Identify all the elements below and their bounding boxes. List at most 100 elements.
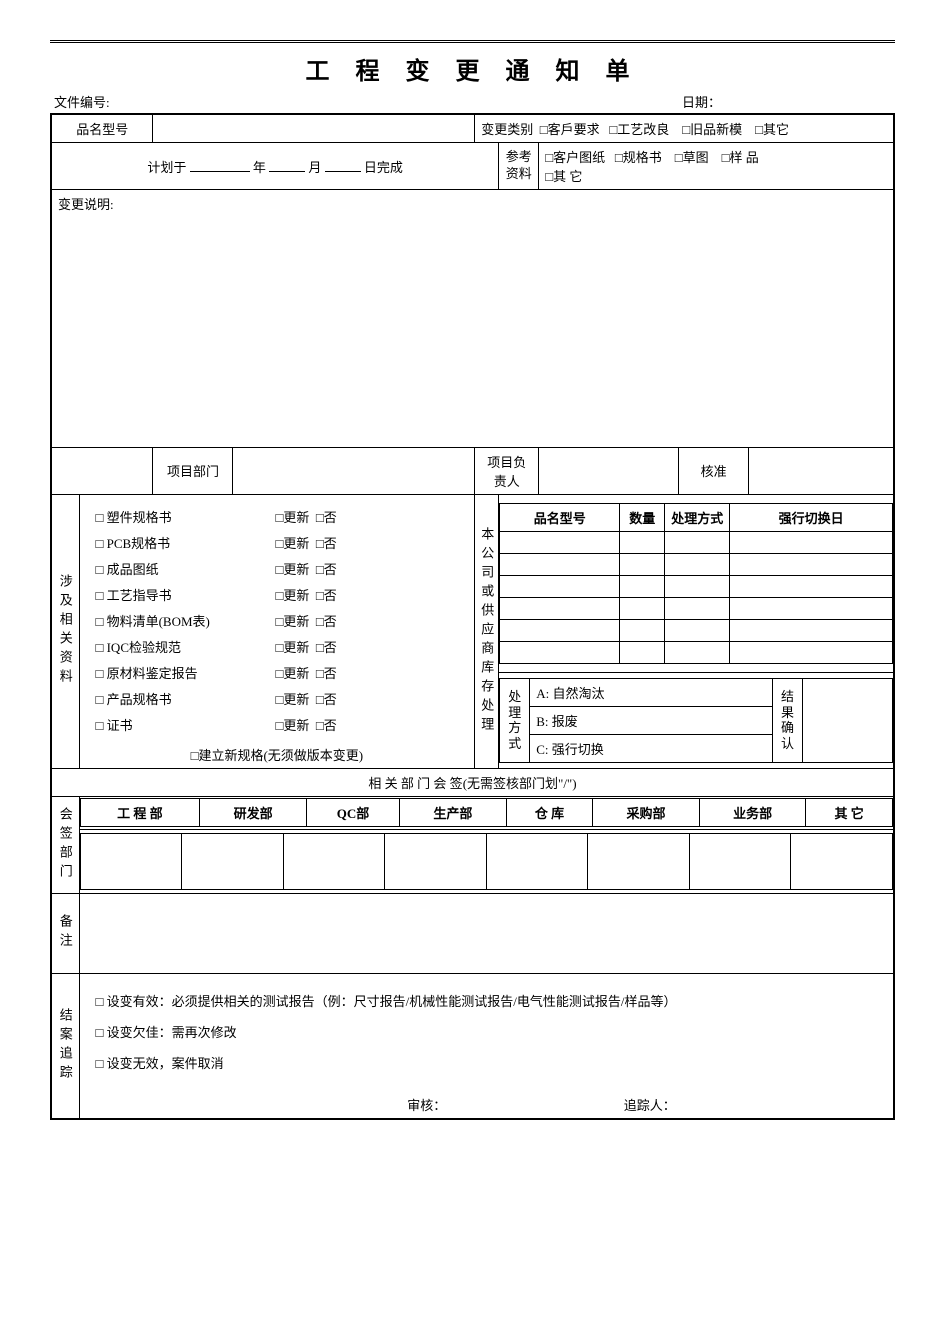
dept-hdr: 其 它	[806, 799, 893, 827]
month-input[interactable]	[269, 159, 305, 172]
page-title: 工 程 变 更 通 知 单	[50, 51, 895, 86]
desc-label: 变更说明:	[51, 190, 894, 218]
sig-blank1[interactable]	[51, 447, 153, 494]
year-input[interactable]	[190, 159, 250, 172]
opt[interactable]: □样 品	[712, 150, 759, 165]
upd-check[interactable]: □更新	[276, 609, 310, 635]
cell[interactable]	[500, 553, 620, 575]
doc-check[interactable]: □ 塑件规格书	[96, 505, 276, 531]
doc-check[interactable]: □ 原材料鉴定报告	[96, 661, 276, 687]
closure-footer: 审核： 追踪人：	[79, 1091, 894, 1119]
plan-prefix: 计划于	[147, 160, 186, 175]
dept-sign[interactable]	[791, 833, 893, 889]
stock-label: 本公司或供应商库存处理	[475, 494, 499, 768]
doc-row: □ 产品规格书□更新 □否	[96, 687, 459, 713]
doc-check[interactable]: □ 证书	[96, 713, 276, 739]
opt[interactable]: □其它	[745, 122, 789, 137]
closure-opt[interactable]: □ 设变无效，案件取消	[96, 1048, 878, 1079]
remark-label: 备注	[51, 893, 79, 973]
no-check[interactable]: □否	[316, 583, 337, 609]
dept-hdr: 工 程 部	[80, 799, 200, 827]
no-check[interactable]: □否	[316, 661, 337, 687]
dept-sign[interactable]	[588, 833, 690, 889]
method-a: A: 自然淘汰	[530, 678, 773, 706]
pm-label: 处理方式	[500, 678, 530, 762]
upd-check[interactable]: □更新	[276, 635, 310, 661]
dept-val[interactable]	[233, 447, 475, 494]
conf-val[interactable]	[803, 678, 893, 762]
dept-sign[interactable]	[80, 833, 182, 889]
no-check[interactable]: □否	[316, 609, 337, 635]
top-divider	[50, 40, 895, 43]
doc-check[interactable]: □ PCB规格书	[96, 531, 276, 557]
date-label: 日期：	[682, 92, 891, 111]
remark-body[interactable]	[79, 893, 894, 973]
dept-hdr: 生产部	[400, 799, 507, 827]
opt[interactable]: □草图	[665, 150, 709, 165]
model-value[interactable]	[153, 114, 475, 143]
doc-check[interactable]: □ 成品图纸	[96, 557, 276, 583]
upd-check[interactable]: □更新	[276, 557, 310, 583]
opt[interactable]: □旧品新模	[673, 122, 743, 137]
dept-sign[interactable]	[385, 833, 487, 889]
upd-check[interactable]: □更新	[276, 505, 310, 531]
doc-row: □ 证书□更新 □否	[96, 713, 459, 739]
upd-check[interactable]: □更新	[276, 713, 310, 739]
model-label: 品名型号	[51, 114, 153, 143]
closure-label: 结案追踪	[51, 973, 79, 1119]
hdr-model: 品名型号	[500, 503, 620, 531]
dept-hdr: 业务部	[699, 799, 806, 827]
dept-sign[interactable]	[486, 833, 588, 889]
closure-opt[interactable]: □ 设变有效：必须提供相关的测试报告（例：尺寸报告/机械性能测试报告/电气性能测…	[96, 986, 878, 1017]
opt[interactable]: □其 它	[545, 169, 582, 184]
appr-val[interactable]	[749, 447, 894, 494]
dept-sign[interactable]	[689, 833, 791, 889]
day-input[interactable]	[325, 159, 361, 172]
conf-label: 结果确认	[773, 678, 803, 762]
doc-check[interactable]: □ 工艺指导书	[96, 583, 276, 609]
dept-sign[interactable]	[182, 833, 284, 889]
no-check[interactable]: □否	[316, 635, 337, 661]
cosign-title: 相 关 部 门 会 签(无需签核部门划"/")	[51, 768, 894, 796]
cell[interactable]	[500, 575, 620, 597]
no-check[interactable]: □否	[316, 557, 337, 583]
plan-cell: 计划于 年 月 日完成	[51, 143, 499, 190]
year-label: 年	[253, 160, 266, 175]
category-cell: 变更类别 □客戶要求 □工艺改良 □旧品新模 □其它	[475, 114, 894, 143]
hdr-date: 强行切换日	[730, 503, 893, 531]
cell[interactable]	[500, 641, 620, 663]
cell[interactable]	[500, 619, 620, 641]
cell[interactable]	[500, 531, 620, 553]
upd-check[interactable]: □更新	[276, 583, 310, 609]
no-check[interactable]: □否	[316, 531, 337, 557]
dept-hdr: 采购部	[593, 799, 700, 827]
opt[interactable]: □客户图纸	[545, 150, 605, 165]
dept-hdr: 研发部	[200, 799, 307, 827]
doc-no-label: 文件编号:	[54, 92, 110, 111]
upd-check[interactable]: □更新	[276, 687, 310, 713]
doc-check[interactable]: □ 产品规格书	[96, 687, 276, 713]
ref-label: 参考资料	[499, 143, 539, 190]
no-check[interactable]: □否	[316, 713, 337, 739]
upd-check[interactable]: □更新	[276, 661, 310, 687]
new-std-row[interactable]: □建立新规格(无须做版本变更)	[86, 745, 469, 764]
opt[interactable]: □客戶要求	[537, 122, 600, 137]
dept-hdr: QC部	[306, 799, 399, 827]
no-check[interactable]: □否	[316, 687, 337, 713]
opt[interactable]: □规格书	[608, 150, 661, 165]
doc-check[interactable]: □ 物料清单(BOM表)	[96, 609, 276, 635]
upd-check[interactable]: □更新	[276, 531, 310, 557]
no-check[interactable]: □否	[316, 505, 337, 531]
hdr-method: 处理方式	[665, 503, 730, 531]
closure-body: □ 设变有效：必须提供相关的测试报告（例：尺寸报告/机械性能测试报告/电气性能测…	[79, 973, 894, 1091]
stock-top: 品名型号 数量 处理方式 强行切换日	[499, 494, 894, 673]
doc-check[interactable]: □ IQC检验规范	[96, 635, 276, 661]
desc-body[interactable]	[51, 217, 894, 447]
month-label: 月	[308, 160, 321, 175]
dept-sign[interactable]	[283, 833, 385, 889]
closure-opt[interactable]: □ 设变欠佳：需再次修改	[96, 1017, 878, 1048]
doc-row: □ 工艺指导书□更新 □否	[96, 583, 459, 609]
cell[interactable]	[500, 597, 620, 619]
resp-val[interactable]	[539, 447, 679, 494]
opt[interactable]: □工艺改良	[603, 122, 669, 137]
